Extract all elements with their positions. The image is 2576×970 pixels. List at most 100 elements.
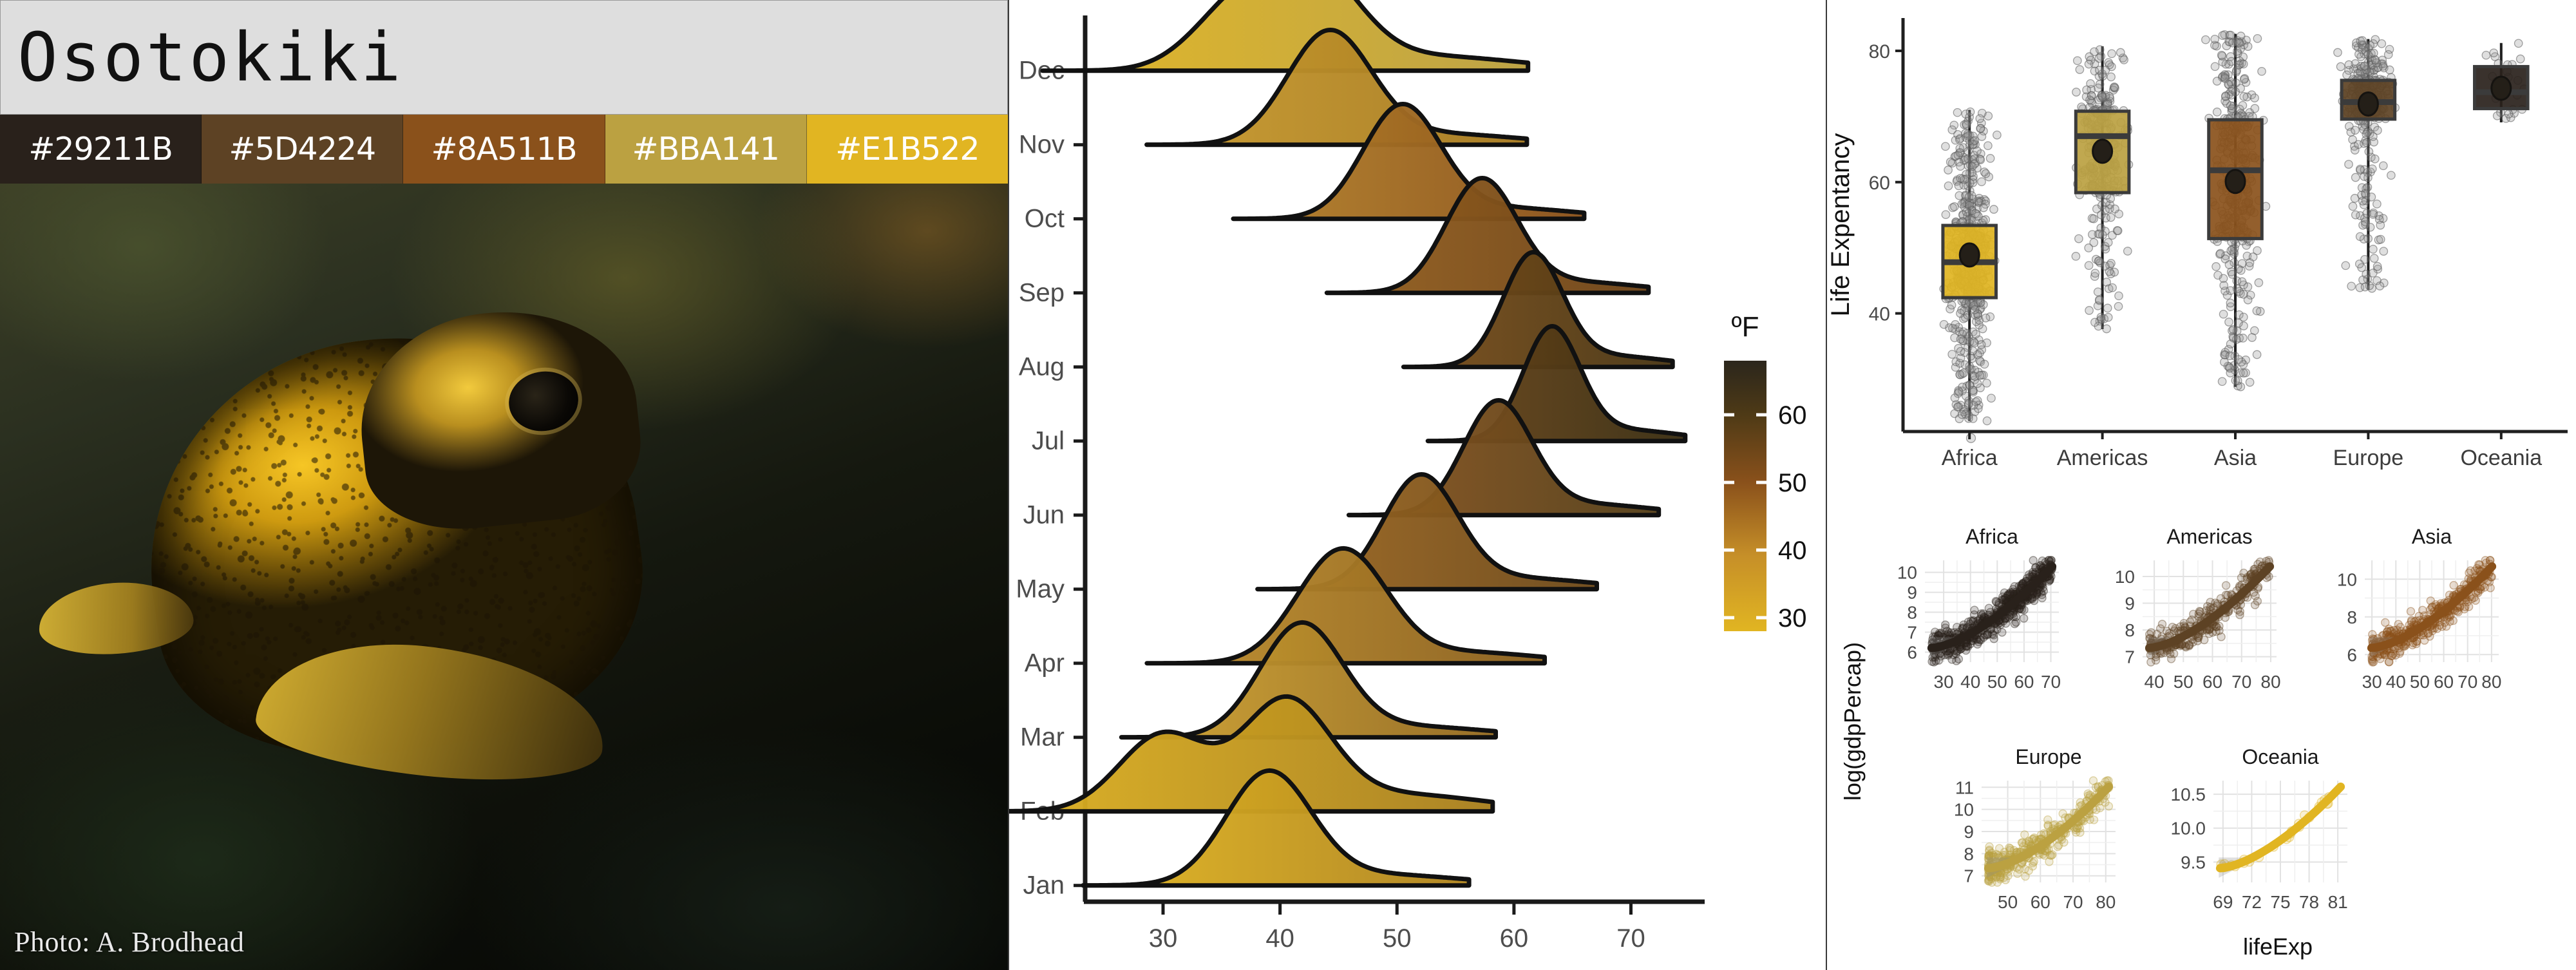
svg-text:60: 60: [2031, 892, 2050, 912]
svg-text:60: 60: [1778, 401, 1807, 430]
svg-text:9.5: 9.5: [2181, 852, 2206, 872]
svg-text:7: 7: [2125, 647, 2135, 667]
svg-text:Apr: Apr: [1025, 649, 1065, 678]
svg-text:6: 6: [1907, 643, 1917, 663]
svg-text:50: 50: [2174, 672, 2193, 692]
svg-text:11: 11: [1955, 777, 1974, 797]
svg-text:30: 30: [1778, 604, 1807, 632]
swatch-hex-label: #5D4224: [229, 131, 376, 167]
svg-text:70: 70: [2458, 672, 2477, 692]
svg-text:60: 60: [1500, 924, 1529, 953]
svg-text:72: 72: [2242, 892, 2262, 912]
svg-text:Asia: Asia: [2412, 525, 2452, 548]
svg-text:Jun: Jun: [1023, 501, 1065, 529]
svg-text:50: 50: [1383, 924, 1412, 953]
svg-text:Aug: Aug: [1019, 353, 1065, 381]
palette-title-bar: Osotokiki: [0, 0, 1008, 115]
svg-text:80: 80: [2481, 672, 2501, 692]
swatch-hex-label: #8A511B: [431, 131, 578, 167]
svg-text:Americas: Americas: [2057, 446, 2148, 470]
palette-swatch-row: #29211B #5D4224 #8A511B #BBA141 #E1B522: [0, 115, 1008, 184]
svg-text:40: 40: [1960, 672, 1980, 692]
svg-text:log(gdpPercap): log(gdpPercap): [1839, 642, 1866, 801]
ridgeline-x-axis: 30 40 50 60 70: [1084, 899, 1705, 953]
svg-text:10: 10: [2115, 567, 2135, 587]
life-expectancy-boxplot: 40 60 80 Africa Americas Asia Europe Oceania Li…: [1827, 18, 2568, 470]
svg-text:Oct: Oct: [1025, 205, 1065, 233]
svg-text:78: 78: [2299, 892, 2319, 912]
svg-text:Europe: Europe: [2333, 446, 2404, 470]
svg-text:30: 30: [1149, 924, 1178, 953]
svg-text:Life Expentancy: Life Expentancy: [1827, 133, 1855, 317]
svg-text:80: 80: [2260, 672, 2280, 692]
svg-text:70: 70: [2063, 892, 2083, 912]
svg-text:69: 69: [2213, 892, 2233, 912]
color-swatch: #E1B522: [806, 115, 1008, 184]
svg-text:40: 40: [2145, 672, 2164, 692]
svg-text:50: 50: [1778, 469, 1807, 497]
boxplot-labels: Africa Americas Asia Europe Oceania Life Expe…: [1827, 133, 2542, 470]
svg-text:Sep: Sep: [1019, 279, 1065, 307]
color-swatch: #8A511B: [403, 115, 605, 184]
frog-photograph: Photo: A. Brodhead: [0, 184, 1008, 970]
svg-text:80: 80: [1869, 41, 1890, 62]
svg-text:8: 8: [2125, 620, 2135, 640]
swatch-hex-label: #BBA141: [632, 131, 780, 167]
svg-text:Jan: Jan: [1023, 871, 1065, 900]
svg-text:75: 75: [2270, 892, 2290, 912]
svg-text:70: 70: [1616, 924, 1645, 953]
facet-panels-group: [1925, 556, 2499, 887]
svg-text:70: 70: [2041, 672, 2061, 692]
swatch-hex-label: #E1B522: [835, 131, 980, 167]
svg-text:40: 40: [1265, 924, 1294, 953]
svg-text:6: 6: [2347, 645, 2357, 665]
svg-text:ºF: ºF: [1732, 311, 1759, 343]
svg-text:Europe: Europe: [2015, 745, 2081, 768]
svg-text:50: 50: [1998, 892, 2018, 912]
temperature-colorbar-legend: ºF 30 40 50 60: [1724, 311, 1807, 632]
swatch-hex-label: #29211B: [28, 131, 173, 167]
svg-text:50: 50: [1987, 672, 2007, 692]
svg-text:May: May: [1016, 575, 1065, 604]
color-swatch: #BBA141: [605, 115, 807, 184]
svg-text:30: 30: [2362, 672, 2382, 692]
svg-text:Americas: Americas: [2166, 525, 2252, 548]
page-title: Osotokiki: [17, 18, 404, 97]
svg-text:Nov: Nov: [1019, 131, 1065, 159]
svg-text:60: 60: [2014, 672, 2034, 692]
svg-text:Asia: Asia: [2214, 446, 2257, 470]
svg-text:7: 7: [1964, 866, 1974, 886]
svg-text:8: 8: [1964, 844, 1974, 864]
svg-text:30: 30: [1934, 672, 1954, 692]
svg-text:Africa: Africa: [1942, 446, 1998, 470]
boxplot-series-group: [1939, 30, 2530, 443]
gapminder-charts-panel: 40 60 80 Africa Americas Asia Europe Oceania Li…: [1826, 0, 2576, 970]
color-swatch: #5D4224: [202, 115, 404, 184]
svg-text:Oceania: Oceania: [2460, 446, 2542, 470]
svg-text:7: 7: [1907, 623, 1917, 643]
color-swatch: #29211B: [0, 115, 202, 184]
svg-text:9: 9: [1964, 822, 1974, 842]
svg-text:Oceania: Oceania: [2242, 745, 2318, 768]
svg-text:9: 9: [1907, 583, 1917, 603]
svg-text:40: 40: [1778, 537, 1807, 565]
svg-text:50: 50: [2410, 672, 2430, 692]
ridgeline-series-group: [1009, 0, 1688, 888]
svg-text:40: 40: [1869, 304, 1890, 325]
svg-text:9: 9: [2125, 594, 2135, 614]
svg-text:60: 60: [2434, 672, 2454, 692]
svg-text:8: 8: [1907, 603, 1917, 623]
svg-text:8: 8: [2347, 607, 2357, 627]
svg-text:60: 60: [2202, 672, 2222, 692]
svg-text:70: 70: [2231, 672, 2251, 692]
svg-text:10: 10: [2337, 569, 2357, 589]
svg-text:81: 81: [2328, 892, 2348, 912]
svg-text:10: 10: [1897, 563, 1917, 583]
svg-text:Africa: Africa: [1965, 525, 2018, 548]
svg-text:10: 10: [1954, 800, 1974, 820]
ridgeline-chart-panel: Dec Nov Oct Sep Aug Jul Jun May Apr Mar Feb Jan 30 4…: [1008, 0, 1826, 970]
